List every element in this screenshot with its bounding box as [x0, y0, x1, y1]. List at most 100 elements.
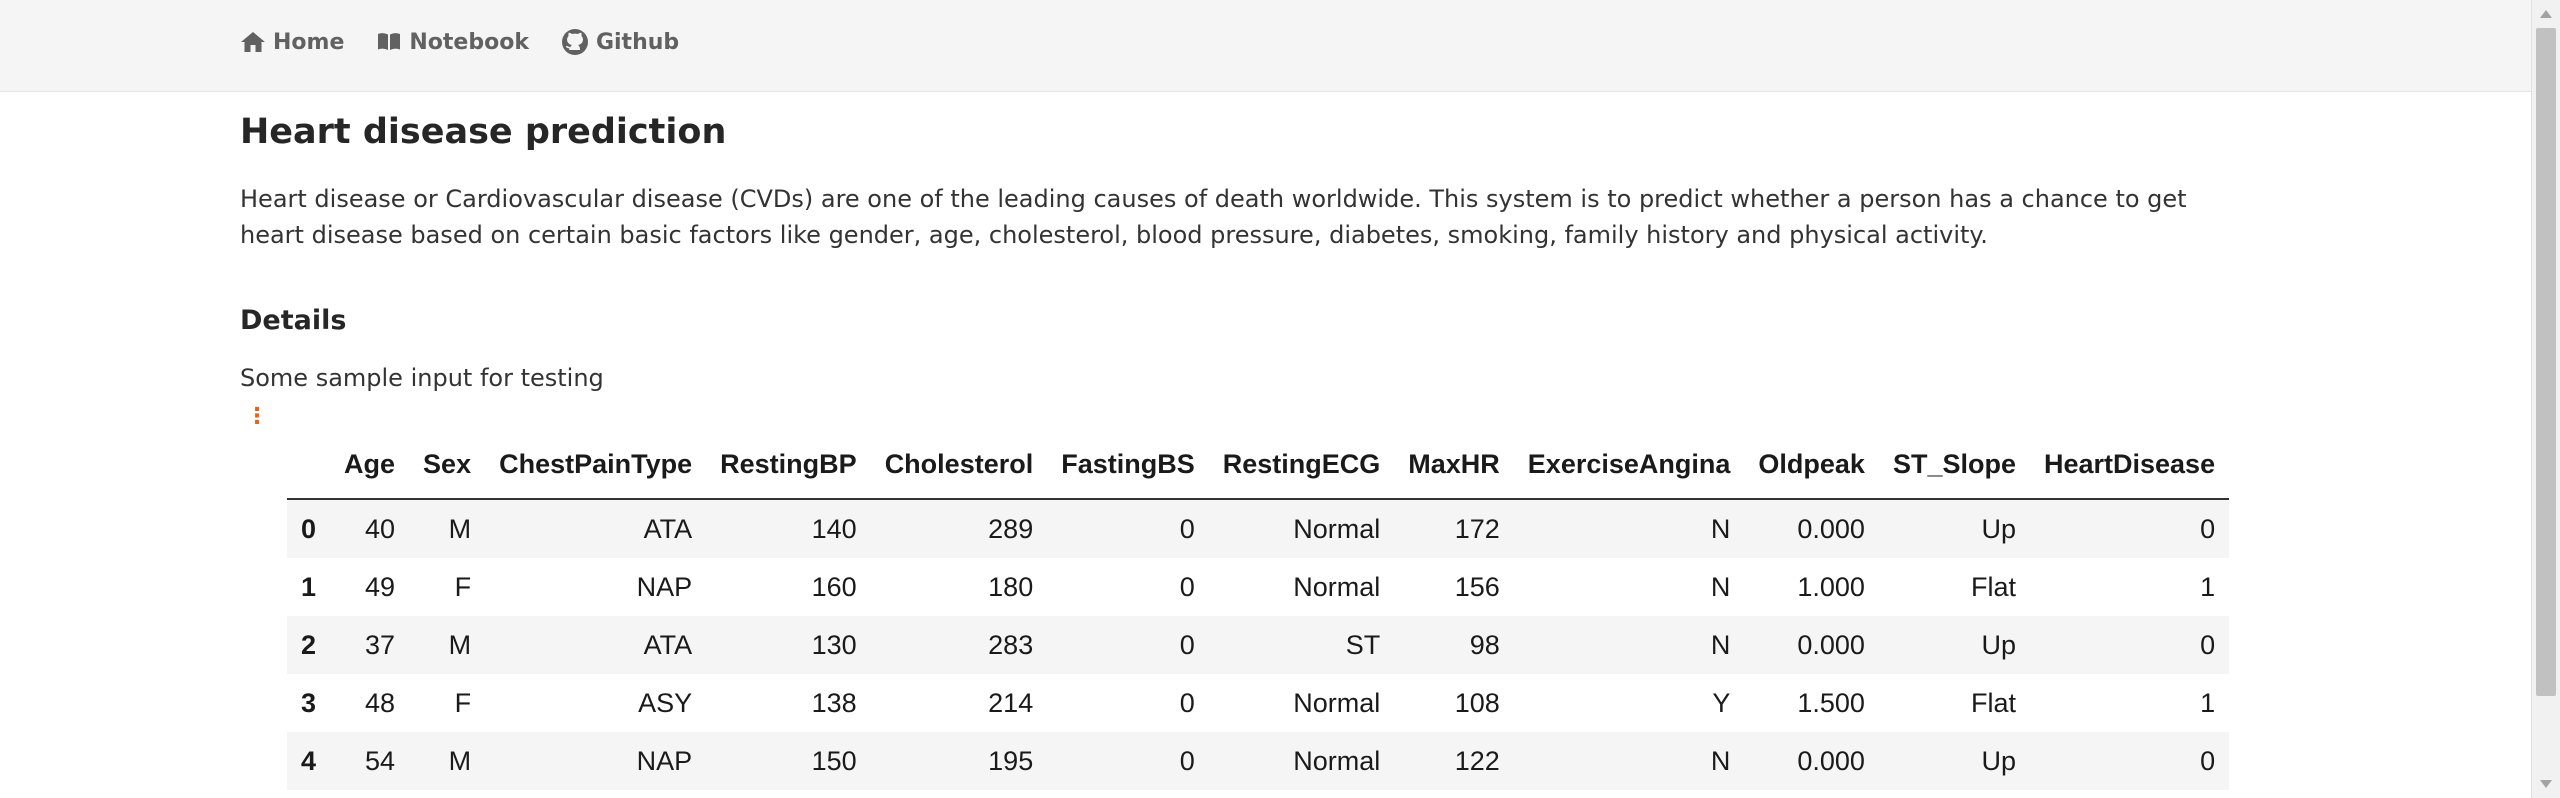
table-cell: ASY [638, 687, 693, 718]
github-icon [561, 29, 588, 55]
sample-data-table: Age Sex ChestPainType RestingBP Cholesterol F… [287, 430, 2230, 790]
table-cell: 160 [811, 571, 857, 602]
table-cell: 0 [1179, 629, 1195, 660]
nav-home-label: Home [273, 29, 345, 55]
table-row: 4 54 M NAP 150 195 0 Normal 122 N 0.000 Up 0 [287, 732, 2230, 790]
table-cell: F [454, 571, 472, 602]
column-header-oldpeak: Oldpeak [1744, 430, 1879, 500]
row-index: 1 [301, 571, 317, 602]
top-nav-bar: Home Notebook Github [0, 0, 2532, 92]
table-cell: 214 [988, 687, 1034, 718]
table-cell: N [1710, 629, 1731, 660]
table-cell: ATA [643, 629, 693, 660]
nav-github-label: Github [595, 29, 680, 55]
table-cell: 40 [365, 513, 396, 544]
nav-menu: Home Notebook Github [240, 28, 679, 56]
index-column-header [287, 430, 331, 500]
table-header-row: Age Sex ChestPainType RestingBP Cholesterol F… [287, 430, 2230, 500]
page-scrollbar[interactable] [2531, 0, 2560, 798]
column-header-chestpaintype: ChestPainType [485, 430, 707, 500]
table-cell: 195 [988, 745, 1034, 776]
table-cell: Normal [1293, 571, 1381, 602]
table-cell: Up [1981, 629, 2016, 660]
table-row: 3 48 F ASY 138 214 0 Normal 108 Y 1.500 Flat 1 [287, 674, 2230, 732]
table-cell: 1 [2200, 687, 2216, 718]
column-header-exerciseangina: ExerciseAngina [1513, 430, 1745, 500]
details-heading: Details [240, 305, 347, 336]
table-cell: ST [1345, 629, 1381, 660]
table-cell: 98 [1469, 629, 1500, 660]
nav-github-link[interactable]: Github [561, 28, 679, 56]
table-cell: 49 [365, 571, 396, 602]
table-cell: Flat [1970, 571, 2016, 602]
dataframe-menu-icon[interactable]: ⋮ [246, 404, 268, 429]
home-icon [241, 32, 265, 52]
table-cell: 0 [1179, 687, 1195, 718]
table-cell: 0 [1179, 571, 1195, 602]
column-header-heartdisease: HeartDisease [2029, 430, 2230, 500]
table-cell: 0 [2200, 629, 2216, 660]
table-row: 0 40 M ATA 140 289 0 Normal 172 N 0.000 Up 0 [287, 499, 2230, 558]
table-cell: 130 [811, 629, 857, 660]
table-cell: 0 [1179, 513, 1195, 544]
nav-notebook-link[interactable]: Notebook [376, 30, 529, 55]
scroll-thumb[interactable] [2536, 28, 2556, 696]
table-cell: Normal [1293, 513, 1381, 544]
table-row: 1 49 F NAP 160 180 0 Normal 156 N 1.000 Flat 1 [287, 558, 2230, 616]
table-cell: Flat [1970, 687, 2016, 718]
column-header-fastingbs: FastingBS [1047, 430, 1209, 500]
book-icon [378, 33, 401, 50]
table-cell: 37 [365, 629, 396, 660]
column-header-restingecg: RestingECG [1208, 430, 1395, 500]
table-cell: 122 [1454, 745, 1500, 776]
table-cell: M [448, 513, 472, 544]
column-header-sex: Sex [409, 430, 486, 500]
table-body: 0 40 M ATA 140 289 0 Normal 172 N 0.000 Up 0 1 49 F NAP 1… [287, 499, 2230, 790]
table-cell: N [1710, 571, 1731, 602]
table-cell: 108 [1454, 687, 1500, 718]
table-cell: 0.000 [1797, 629, 1865, 660]
table-cell: 0 [1179, 745, 1195, 776]
table-cell: 172 [1454, 513, 1500, 544]
row-index: 0 [301, 513, 317, 544]
table-cell: Normal [1293, 745, 1381, 776]
scroll-down-arrow-icon[interactable] [2540, 780, 2552, 788]
row-index: 4 [301, 745, 317, 776]
page-title: Heart disease prediction [240, 112, 727, 152]
row-index: 3 [301, 687, 317, 718]
row-index: 2 [301, 629, 317, 660]
table-cell: Up [1981, 513, 2016, 544]
column-header-maxhr: MaxHR [1394, 430, 1514, 500]
table-cell: Normal [1293, 687, 1381, 718]
table-row: 2 37 M ATA 130 283 0 ST 98 N 0.000 Up 0 [287, 616, 2230, 674]
table-cell: NAP [636, 571, 693, 602]
sample-input-caption: Some sample input for testing [240, 364, 604, 392]
table-cell: NAP [636, 745, 693, 776]
table-cell: N [1710, 745, 1731, 776]
scroll-up-arrow-icon[interactable] [2540, 10, 2552, 18]
table-cell: 1 [2200, 571, 2216, 602]
column-header-age: Age [330, 430, 410, 500]
table-cell: 1.000 [1797, 571, 1865, 602]
column-header-cholesterol: Cholesterol [870, 430, 1048, 500]
table-cell: 54 [365, 745, 396, 776]
table-cell: 48 [365, 687, 396, 718]
table-cell: 289 [988, 513, 1034, 544]
nav-notebook-label: Notebook [409, 29, 529, 55]
table-cell: 0.000 [1797, 745, 1865, 776]
table-cell: ATA [643, 513, 693, 544]
table-cell: F [454, 687, 472, 718]
table-cell: 140 [811, 513, 857, 544]
table-cell: Up [1981, 745, 2016, 776]
table-cell: 0.000 [1797, 513, 1865, 544]
nav-home-link[interactable]: Home [240, 30, 344, 55]
table-cell: N [1710, 513, 1731, 544]
table-cell: 150 [811, 745, 857, 776]
table-cell: 1.500 [1797, 687, 1865, 718]
column-header-st_slope: ST_Slope [1878, 430, 2030, 500]
column-header-restingbp: RestingBP [706, 430, 871, 500]
table-cell: 138 [811, 687, 857, 718]
table-cell: M [448, 629, 472, 660]
table-cell: M [448, 745, 472, 776]
table-cell: Y [1712, 687, 1731, 718]
